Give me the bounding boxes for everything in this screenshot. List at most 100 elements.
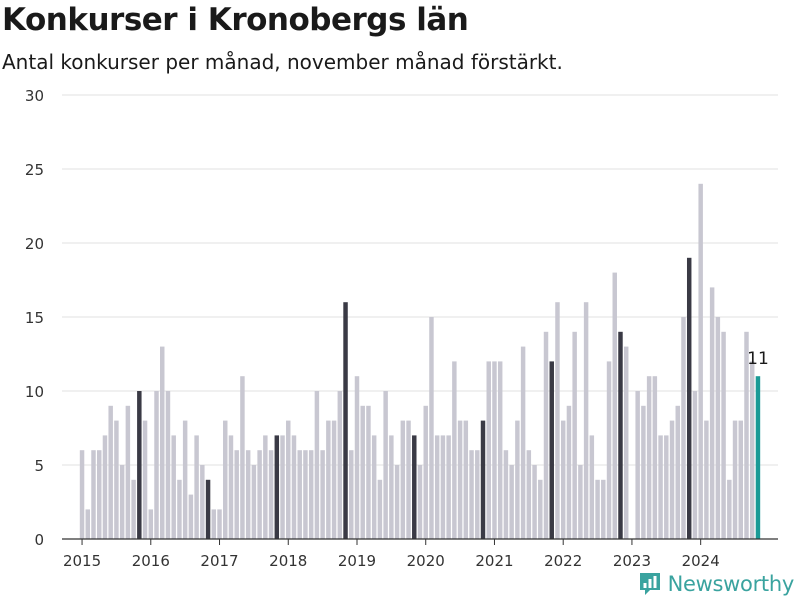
bar — [526, 450, 532, 539]
x-tick-label: 2021 — [475, 552, 513, 570]
x-tick-label: 2022 — [544, 552, 582, 570]
bar — [354, 376, 360, 539]
bar — [320, 450, 325, 539]
bar — [394, 465, 400, 539]
bar — [492, 361, 497, 539]
y-tick-label: 25 — [25, 161, 44, 179]
bar — [314, 391, 320, 539]
y-tick-label: 5 — [34, 457, 44, 475]
bar — [171, 435, 176, 539]
bar — [480, 420, 486, 539]
bar — [371, 435, 377, 539]
bar — [549, 361, 554, 539]
bar — [475, 450, 480, 539]
bar — [223, 420, 228, 539]
bar — [406, 420, 411, 539]
bar — [160, 346, 165, 539]
bar — [251, 465, 257, 539]
bar — [137, 391, 142, 539]
bar — [377, 479, 383, 539]
bar — [429, 317, 434, 539]
bar — [274, 435, 280, 539]
bar — [686, 257, 692, 539]
bar — [412, 435, 417, 539]
bar — [646, 376, 652, 539]
bar — [664, 435, 669, 539]
bar — [709, 287, 715, 539]
bar — [263, 435, 268, 539]
bar — [578, 465, 583, 539]
bar — [182, 420, 188, 539]
y-tick-label: 20 — [25, 235, 44, 253]
bar — [612, 272, 617, 539]
bar — [389, 435, 394, 539]
bar — [85, 509, 91, 539]
x-tick-label: 2024 — [682, 552, 720, 570]
bar — [188, 494, 194, 539]
bar — [532, 465, 537, 539]
bar — [194, 435, 199, 539]
bar — [360, 405, 365, 539]
bar — [572, 331, 577, 539]
bar — [326, 420, 331, 539]
x-tick-label: 2016 — [132, 552, 170, 570]
bar — [681, 317, 686, 539]
bar — [497, 361, 503, 539]
newsworthy-logo-icon — [639, 573, 660, 595]
bar — [566, 405, 572, 539]
x-tick-label: 2018 — [269, 552, 307, 570]
bar — [205, 479, 211, 539]
bar — [744, 331, 749, 539]
bar — [732, 420, 738, 539]
bar — [520, 346, 526, 539]
bar — [343, 302, 348, 539]
brand-name: Newsworthy — [667, 572, 795, 596]
bar — [457, 420, 463, 539]
bar — [601, 479, 606, 539]
x-tick-label: 2015 — [63, 552, 101, 570]
bar — [125, 405, 131, 539]
bar — [240, 376, 245, 539]
bar — [606, 361, 612, 539]
bar — [131, 479, 136, 539]
y-tick-label: 30 — [25, 87, 44, 105]
bar — [337, 391, 343, 539]
bar — [503, 450, 509, 539]
bar — [583, 302, 589, 539]
bar — [96, 450, 102, 539]
bar — [154, 391, 159, 539]
bar — [560, 420, 566, 539]
chart-subtitle: Antal konkurser per månad, november måna… — [2, 50, 563, 74]
bar — [303, 450, 308, 539]
y-tick-label: 15 — [25, 309, 44, 327]
bar — [383, 391, 388, 539]
bar — [446, 435, 451, 539]
bar — [349, 450, 354, 539]
bar — [704, 420, 709, 539]
bar — [727, 479, 732, 539]
bar — [91, 450, 96, 539]
bar — [692, 391, 698, 539]
bar — [721, 331, 726, 539]
bar — [286, 420, 291, 539]
bar — [331, 420, 337, 539]
bar — [245, 450, 251, 539]
bar — [268, 450, 274, 539]
bar — [308, 450, 314, 539]
bar — [102, 435, 108, 539]
y-tick-label: 0 — [34, 531, 44, 549]
bar — [434, 435, 440, 539]
bar — [538, 479, 543, 539]
bar — [738, 420, 744, 539]
bar — [217, 509, 222, 539]
bar — [297, 450, 302, 539]
bar — [108, 405, 113, 539]
bar — [119, 465, 125, 539]
bar — [635, 391, 640, 539]
bar — [595, 479, 600, 539]
bar — [515, 420, 520, 539]
bar — [400, 420, 406, 539]
bar — [114, 420, 119, 539]
newsworthy-brand: Newsworthy — [638, 571, 794, 597]
